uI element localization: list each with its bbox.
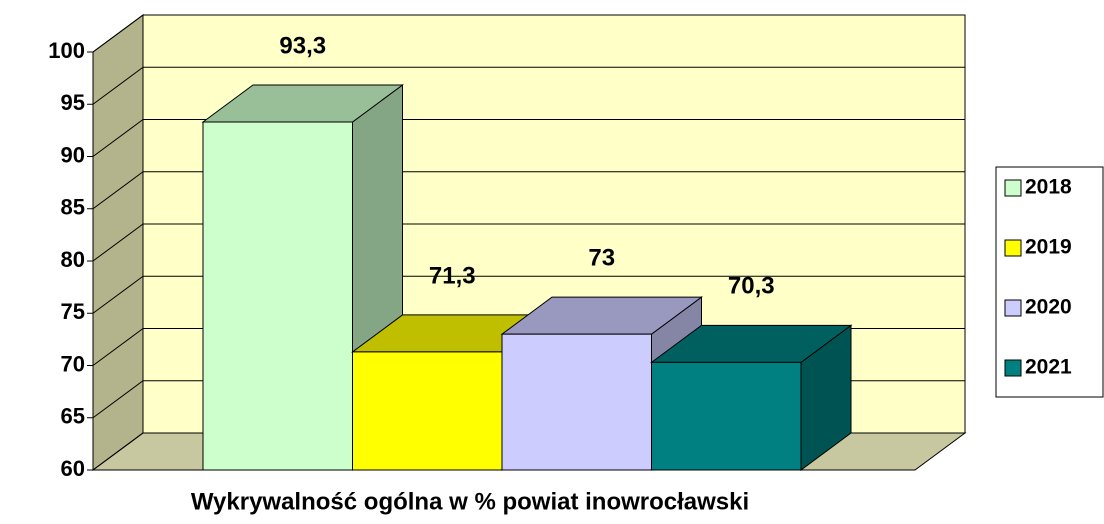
- x-axis-label: Wykrywalność ogólna w % powiat inowrocła…: [191, 488, 749, 515]
- legend-box: [995, 166, 1104, 398]
- value-label: 70,3: [728, 273, 775, 300]
- bar: [202, 121, 353, 471]
- y-tick-label: 75: [61, 299, 85, 324]
- value-label: 93,3: [279, 32, 326, 59]
- grid-line: [92, 275, 144, 314]
- legend-label: 2020: [1025, 296, 1072, 319]
- legend-swatch: [1004, 179, 1022, 197]
- y-tick-label: 95: [61, 90, 85, 115]
- legend-swatch: [1004, 299, 1022, 317]
- grid-line: [92, 66, 144, 105]
- legend-label: 2021: [1025, 356, 1072, 379]
- bar: [501, 333, 652, 471]
- y-tick-label: 85: [61, 195, 85, 220]
- legend-swatch: [1004, 359, 1022, 377]
- y-tick-label: 60: [61, 456, 85, 481]
- y-tick-label: 80: [61, 247, 85, 272]
- grid-line: [92, 171, 144, 210]
- y-tick-label: 70: [61, 351, 85, 376]
- grid-line: [92, 14, 144, 53]
- legend-label: 2019: [1025, 236, 1072, 259]
- legend-swatch: [1004, 239, 1022, 257]
- y-tick-label: 100: [48, 38, 85, 63]
- grid-line: [92, 432, 144, 471]
- y-tick-label: 65: [61, 404, 85, 429]
- y-tick-label: 90: [61, 142, 85, 167]
- legend-label: 2018: [1025, 176, 1072, 199]
- bar: [651, 361, 802, 471]
- grid-line: [92, 328, 144, 366]
- bar: [352, 351, 503, 471]
- grid-line: [92, 380, 144, 419]
- grid-line: [92, 223, 144, 262]
- value-label: 71,3: [429, 262, 476, 289]
- value-label: 73: [588, 244, 615, 271]
- grid-line: [92, 119, 144, 157]
